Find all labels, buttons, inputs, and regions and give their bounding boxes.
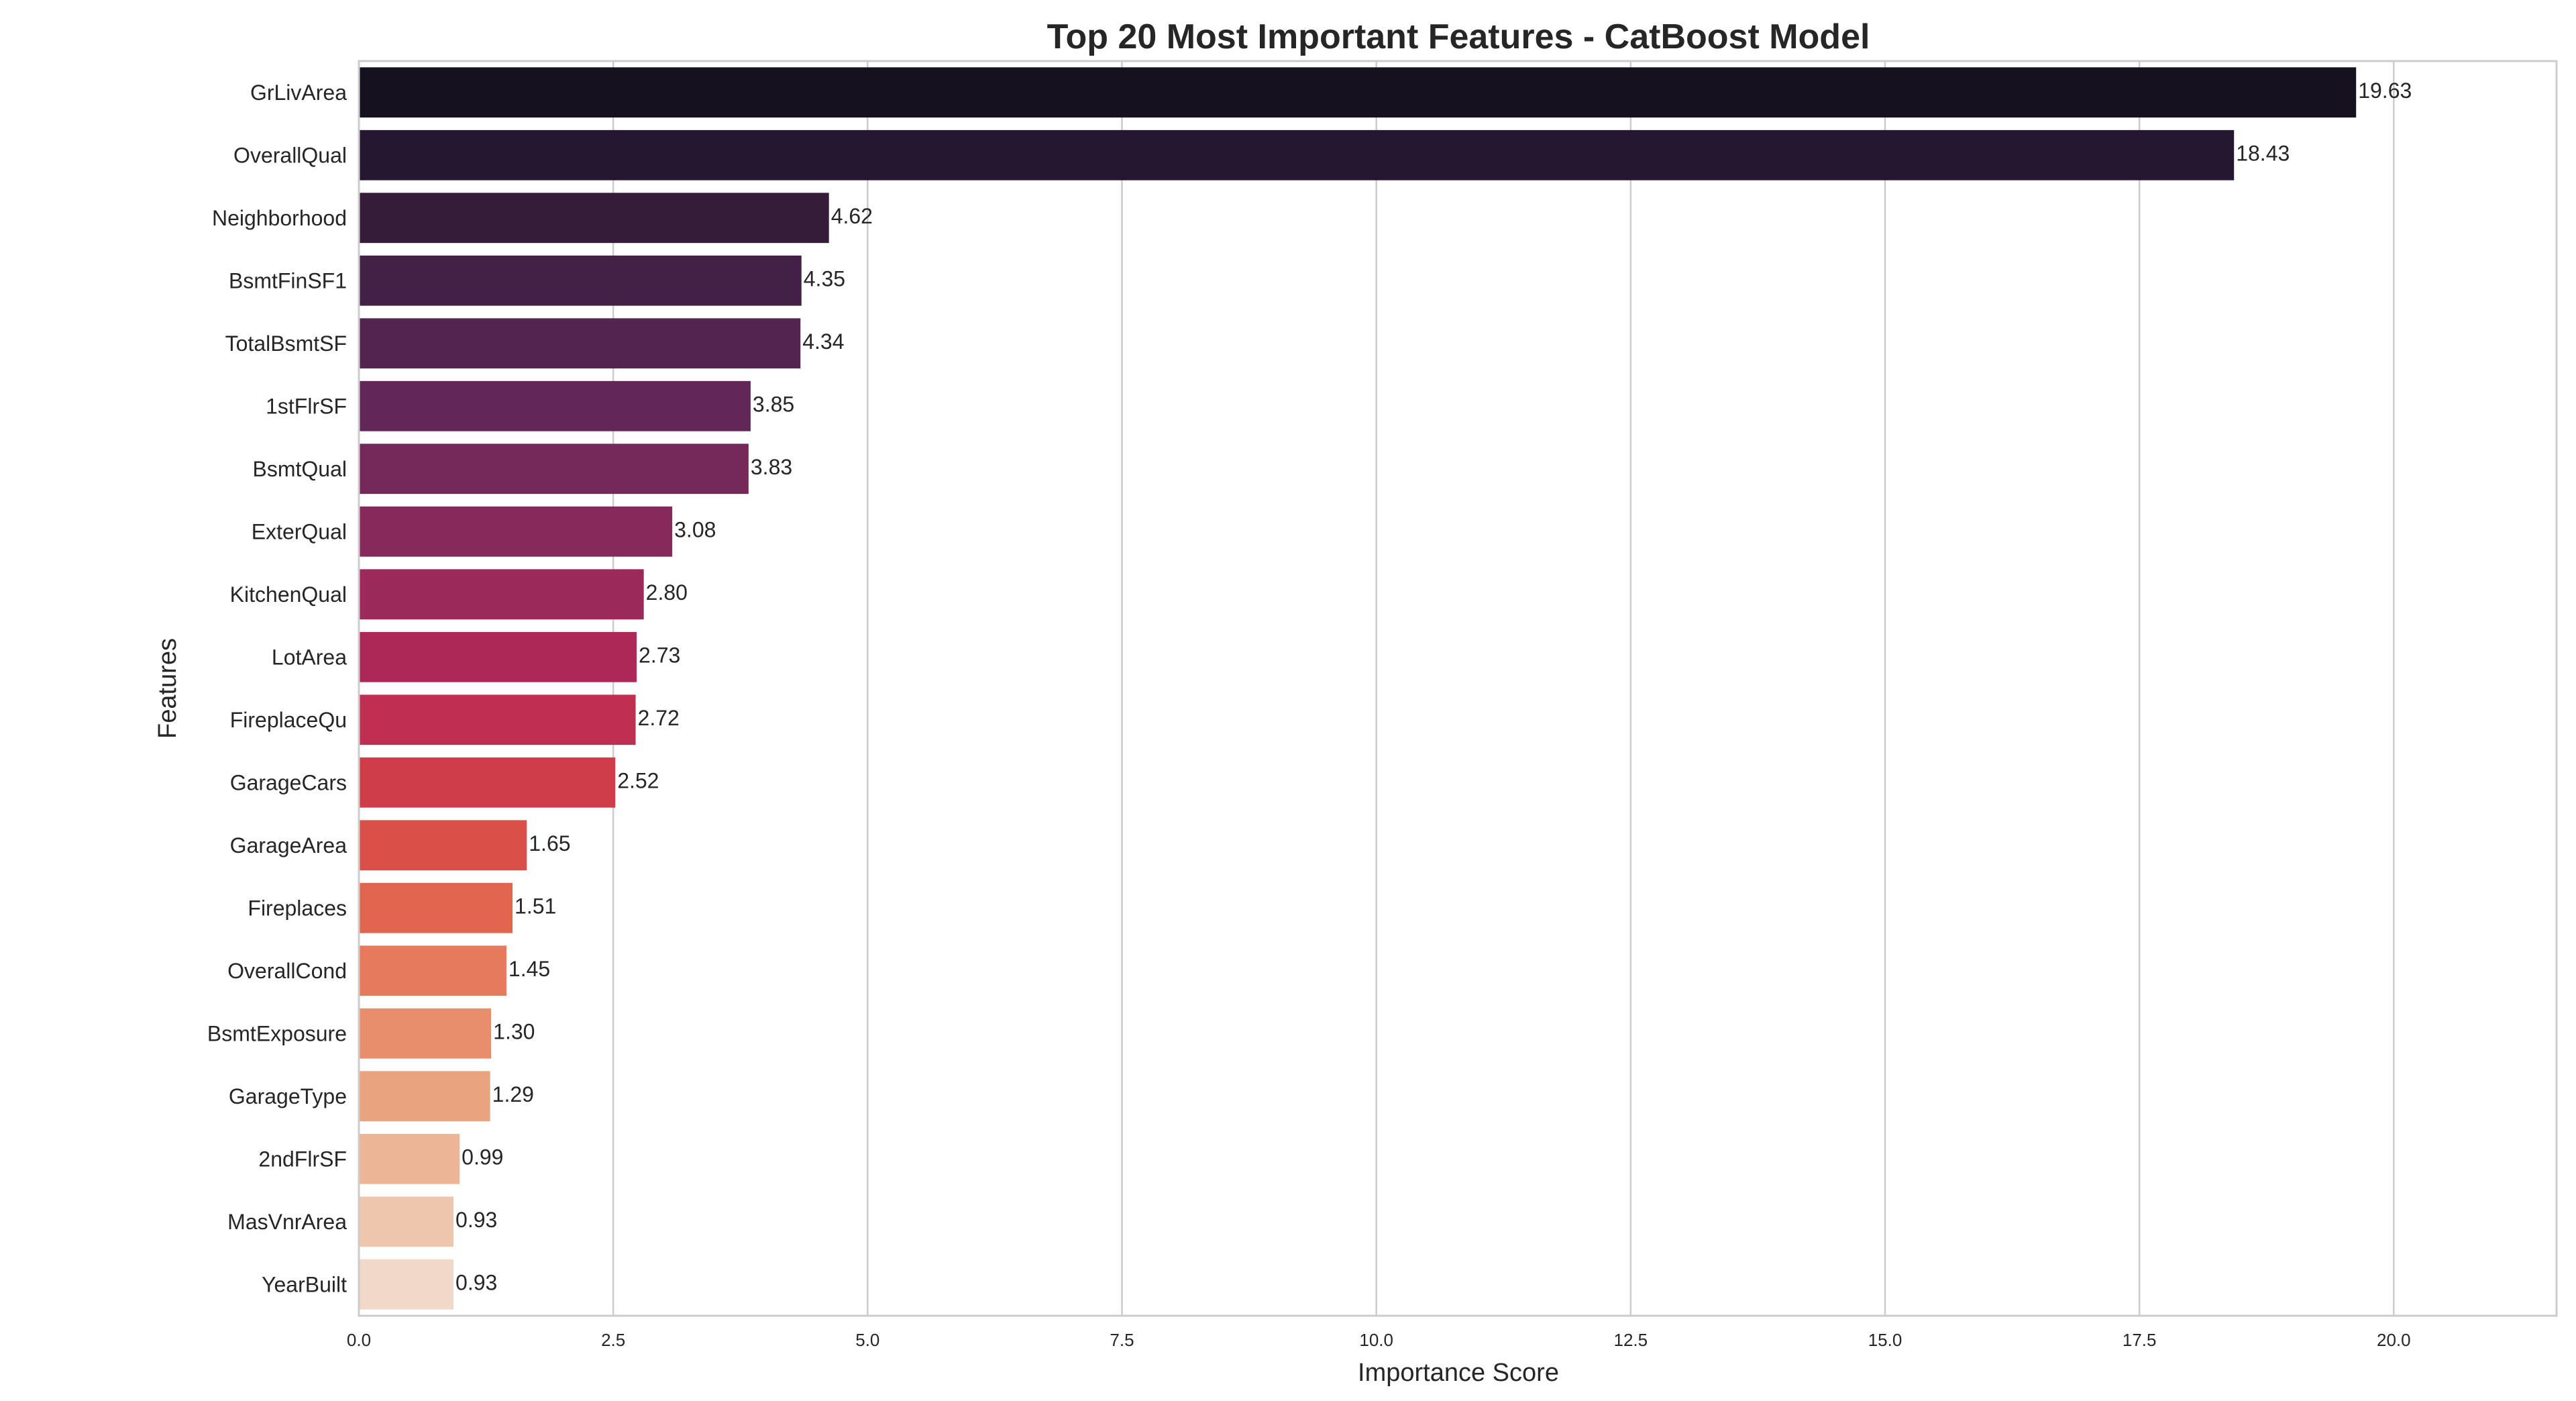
bar-Fireplaces <box>359 882 513 933</box>
bar-OverallCond <box>359 945 506 996</box>
data-label: 0.99 <box>462 1145 503 1169</box>
y-tick-label: BsmtQual <box>253 457 347 481</box>
bar-BsmtQual <box>359 444 749 495</box>
bar-GarageType <box>359 1071 490 1122</box>
y-tick-labels: GrLivArea OverallQual Neighborhood BsmtFinS… <box>207 81 347 1297</box>
bar-Neighborhood <box>359 193 829 244</box>
data-label: 3.85 <box>753 392 794 416</box>
data-label: 2.52 <box>617 768 659 792</box>
y-tick-label: GarageCars <box>230 770 347 794</box>
x-tick-label: 12.5 <box>1614 1330 1648 1350</box>
y-tick-label: OverallQual <box>233 143 347 167</box>
x-tick-labels: 0.0 2.5 5.0 7.5 10.0 12.5 15.0 17.5 20.0 <box>347 1330 2411 1350</box>
plot-frame <box>358 60 2558 1317</box>
x-tick-label: 17.5 <box>2123 1330 2157 1350</box>
bar-1stFlrSF <box>359 380 751 431</box>
bar-GarageArea <box>359 820 527 871</box>
bar-KitchenQual <box>359 569 644 620</box>
bar-MasVnrArea <box>359 1196 454 1247</box>
data-label: 4.34 <box>802 329 844 354</box>
bar-YearBuilt <box>359 1259 454 1310</box>
y-tick-label: TotalBsmtSF <box>225 331 347 356</box>
data-label: 2.72 <box>638 706 680 730</box>
data-label: 1.29 <box>492 1082 534 1106</box>
data-label: 0.93 <box>455 1270 497 1294</box>
data-label: 0.93 <box>455 1208 497 1232</box>
data-label: 3.83 <box>751 455 792 479</box>
y-axis-label: Features <box>154 638 182 739</box>
bar-TotalBsmtSF <box>359 318 801 369</box>
y-tick-label: GarageArea <box>230 833 347 858</box>
y-tick-label: BsmtExposure <box>207 1021 347 1045</box>
data-label: 1.45 <box>508 957 550 981</box>
y-tick-label: OverallCond <box>227 959 347 983</box>
data-label: 1.65 <box>529 831 570 855</box>
bar-GarageCars <box>359 757 616 808</box>
x-tick-label: 2.5 <box>601 1330 625 1350</box>
data-label: 4.62 <box>831 204 873 228</box>
bar-BsmtExposure <box>359 1008 492 1059</box>
bar-FireplaceQu <box>359 694 636 745</box>
y-tick-label: GarageType <box>229 1084 347 1108</box>
x-tick-label: 7.5 <box>1110 1330 1134 1350</box>
data-label: 4.35 <box>804 266 845 291</box>
data-label: 2.73 <box>639 643 680 667</box>
y-tick-label: YearBuilt <box>262 1272 347 1296</box>
data-label: 1.30 <box>493 1019 535 1043</box>
y-tick-label: KitchenQual <box>230 582 347 607</box>
x-tick-label: 5.0 <box>855 1330 879 1350</box>
data-label: 19.63 <box>2358 79 2412 103</box>
y-tick-label: MasVnrArea <box>227 1210 347 1234</box>
bars: 19.63 18.43 4.62 4.35 4.34 3.85 3.83 3.08 2.80 2.… <box>359 67 2412 1310</box>
bar-GrLivArea <box>359 67 2357 118</box>
y-tick-label: Fireplaces <box>248 896 347 920</box>
y-tick-label: 1stFlrSF <box>266 394 347 418</box>
x-axis-label: Importance Score <box>1358 1359 1559 1387</box>
y-tick-label: 2ndFlrSF <box>258 1147 347 1171</box>
bar-LotArea <box>359 631 637 682</box>
data-label: 2.80 <box>646 580 688 605</box>
x-tick-label: 20.0 <box>2377 1330 2411 1350</box>
y-tick-label: FireplaceQu <box>230 708 347 732</box>
x-tick-label: 15.0 <box>1868 1330 1902 1350</box>
bar-BsmtFinSF1 <box>359 255 802 306</box>
grid <box>358 61 2395 1316</box>
bar-OverallQual <box>359 129 2235 180</box>
bar-2ndFlrSF <box>359 1133 460 1184</box>
x-tick-label: 0.0 <box>347 1330 371 1350</box>
y-tick-label: ExterQual <box>252 519 347 543</box>
bar-ExterQual <box>359 506 673 557</box>
y-tick-label: Neighborhood <box>212 206 347 230</box>
chart-title: Top 20 Most Important Features - CatBoos… <box>1047 17 1870 56</box>
x-tick-label: 10.0 <box>1359 1330 1393 1350</box>
y-tick-label: GrLivArea <box>250 81 347 105</box>
y-tick-label: BsmtFinSF1 <box>229 268 347 293</box>
data-label: 1.51 <box>515 894 556 918</box>
data-label: 3.08 <box>674 517 716 541</box>
data-label: 18.43 <box>2236 141 2290 165</box>
y-tick-label: LotArea <box>272 645 347 669</box>
